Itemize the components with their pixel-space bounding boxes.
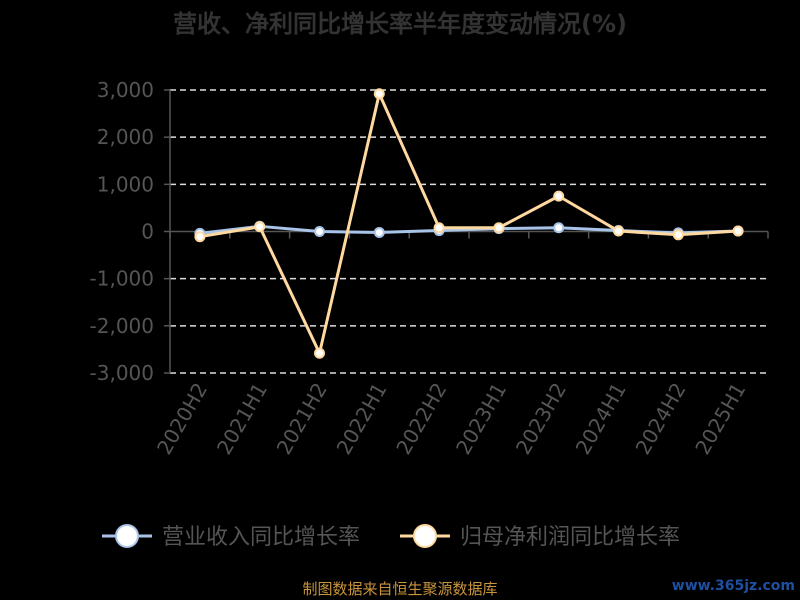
data-point[interactable] — [732, 225, 744, 237]
legend-item-1[interactable]: 营业收入同比增长率 — [102, 524, 360, 550]
y-tick-label: 1,000 — [97, 172, 154, 196]
x-axis-ticks: 2020H2 2021H1 2021H2 2022H1 2022H2 2023H1 2023… — [152, 378, 750, 458]
x-tick-label: 2021H1 — [212, 379, 272, 459]
legend-swatch-marker — [115, 524, 139, 548]
data-point[interactable] — [254, 221, 266, 233]
series-group — [194, 88, 744, 359]
x-tick-label: 2022H1 — [332, 379, 392, 459]
data-point[interactable] — [314, 226, 325, 237]
data-point[interactable] — [373, 88, 385, 100]
x-tick-label: 2022H2 — [391, 378, 451, 458]
y-tick-label: 3,000 — [97, 78, 154, 102]
y-tick-label: -3,000 — [90, 361, 154, 385]
legend-item-2[interactable]: 归母净利润同比增长率 — [400, 524, 680, 550]
y-axis-ticks: -3,000 -2,000 -1,000 0 1,000 2,000 3,000 — [90, 78, 154, 385]
data-source-note: 制图数据来自恒生聚源数据库 — [302, 580, 497, 598]
x-tick-label: 2023H2 — [511, 379, 571, 459]
watermark: www.365jz.com — [672, 578, 795, 594]
data-point[interactable] — [433, 222, 445, 234]
legend[interactable]: 营业收入同比增长率 归母净利润同比增长率 — [102, 524, 680, 550]
legend-label: 营业收入同比增长率 — [162, 525, 360, 550]
y-tick-label: 2,000 — [97, 125, 154, 149]
legend-swatch-marker — [413, 524, 437, 548]
y-tick-label: 0 — [141, 220, 154, 244]
x-tick-label: 2025H1 — [690, 379, 750, 459]
x-tick-label: 2021H2 — [272, 379, 332, 459]
y-tick-label: -2,000 — [90, 314, 154, 338]
data-point[interactable] — [553, 222, 565, 234]
data-point[interactable] — [373, 226, 385, 238]
data-point[interactable] — [613, 225, 624, 237]
y-tick-label: -1,000 — [90, 267, 154, 291]
legend-label: 归母净利润同比增长率 — [460, 525, 680, 550]
x-tick-label: 2024H1 — [571, 379, 631, 459]
x-tick-label: 2023H1 — [451, 379, 511, 459]
x-tick-label: 2020H2 — [152, 379, 212, 459]
data-point[interactable] — [672, 229, 684, 241]
data-point[interactable] — [314, 347, 325, 359]
series-line — [199, 92, 739, 355]
data-point[interactable] — [493, 222, 505, 234]
data-point[interactable] — [194, 231, 206, 243]
series-2 — [194, 88, 744, 359]
data-point[interactable] — [553, 190, 565, 202]
x-tick-label: 2024H2 — [631, 379, 691, 459]
chart-title: 营收、净利同比增长率半年度变动情况(%) — [173, 10, 627, 38]
